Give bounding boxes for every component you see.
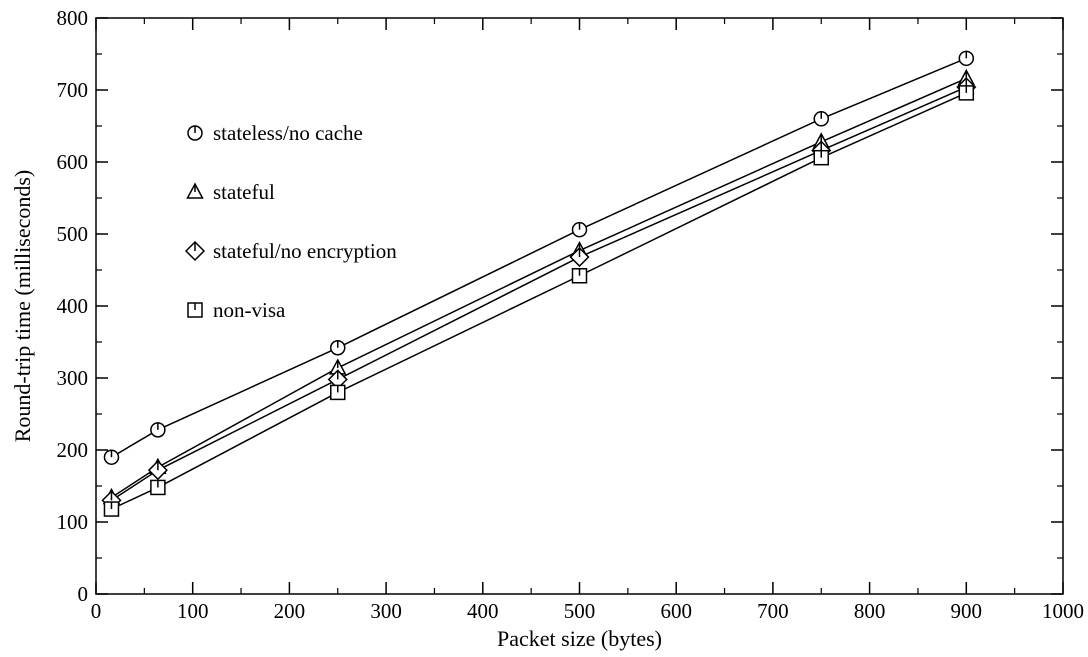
- y-axis-label: Round-trip time (milliseconds): [10, 170, 35, 443]
- axis-ticks: 0 100 200 300 400 500 600 700 800 900 1000 0 100 200 3…: [57, 6, 1085, 623]
- legend-label: stateful: [213, 180, 275, 204]
- x-tick-label: 600: [660, 599, 692, 623]
- y-tick-label: 700: [57, 78, 89, 102]
- series-line: [111, 57, 967, 458]
- y-tick-label: 800: [57, 6, 89, 30]
- x-tick-label: 300: [370, 599, 402, 623]
- series-stateless-no-cache: [103, 50, 975, 465]
- data-point: [813, 111, 829, 127]
- data-point: [103, 501, 120, 517]
- data-point: [571, 221, 588, 238]
- x-tick-label: 100: [177, 599, 209, 623]
- legend: stateless/no cache stateful stateful/no en…: [184, 121, 397, 322]
- x-tick-label: 1000: [1042, 599, 1084, 623]
- y-tick-label: 400: [57, 294, 89, 318]
- x-tick-label: 0: [91, 599, 102, 623]
- data-point: [958, 50, 975, 67]
- series-non-visa: [103, 85, 975, 517]
- data-point: [958, 85, 975, 101]
- y-tick-label: 200: [57, 438, 89, 462]
- data-point: [147, 460, 168, 481]
- data-point: [103, 449, 120, 465]
- data-point: [330, 384, 346, 401]
- legend-marker: [186, 182, 204, 199]
- legend-item: non-visa: [187, 298, 286, 322]
- legend-item: stateful/no encryption: [184, 239, 397, 263]
- legend-label: stateless/no cache: [213, 121, 363, 145]
- series-layer: [101, 50, 977, 517]
- data-point: [571, 268, 588, 284]
- legend-marker: [184, 240, 206, 262]
- legend-marker: [187, 125, 203, 141]
- legend-label: stateful/no encryption: [213, 239, 397, 263]
- y-tick-label: 500: [57, 222, 89, 246]
- x-tick-label: 900: [951, 599, 983, 623]
- y-tick-label: 300: [57, 366, 89, 390]
- x-tick-label: 500: [564, 599, 596, 623]
- x-tick-label: 200: [274, 599, 306, 623]
- y-tick-label: 100: [57, 510, 89, 534]
- legend-marker: [187, 302, 203, 318]
- y-tick-label: 0: [78, 582, 89, 606]
- legend-item: stateful: [186, 180, 275, 204]
- data-point: [150, 422, 166, 438]
- plot-frame: [95, 17, 1064, 595]
- x-tick-label: 800: [854, 599, 886, 623]
- x-tick-label: 700: [757, 599, 789, 623]
- data-point: [813, 149, 829, 166]
- x-axis-label: Packet size (bytes): [497, 626, 662, 651]
- legend-label: non-visa: [213, 298, 286, 322]
- y-tick-label: 600: [57, 150, 89, 174]
- legend-item: stateless/no cache: [187, 121, 363, 145]
- data-point: [330, 340, 346, 356]
- data-point: [569, 246, 590, 268]
- series-line: [111, 86, 967, 502]
- data-point: [150, 479, 166, 496]
- x-tick-label: 400: [467, 599, 499, 623]
